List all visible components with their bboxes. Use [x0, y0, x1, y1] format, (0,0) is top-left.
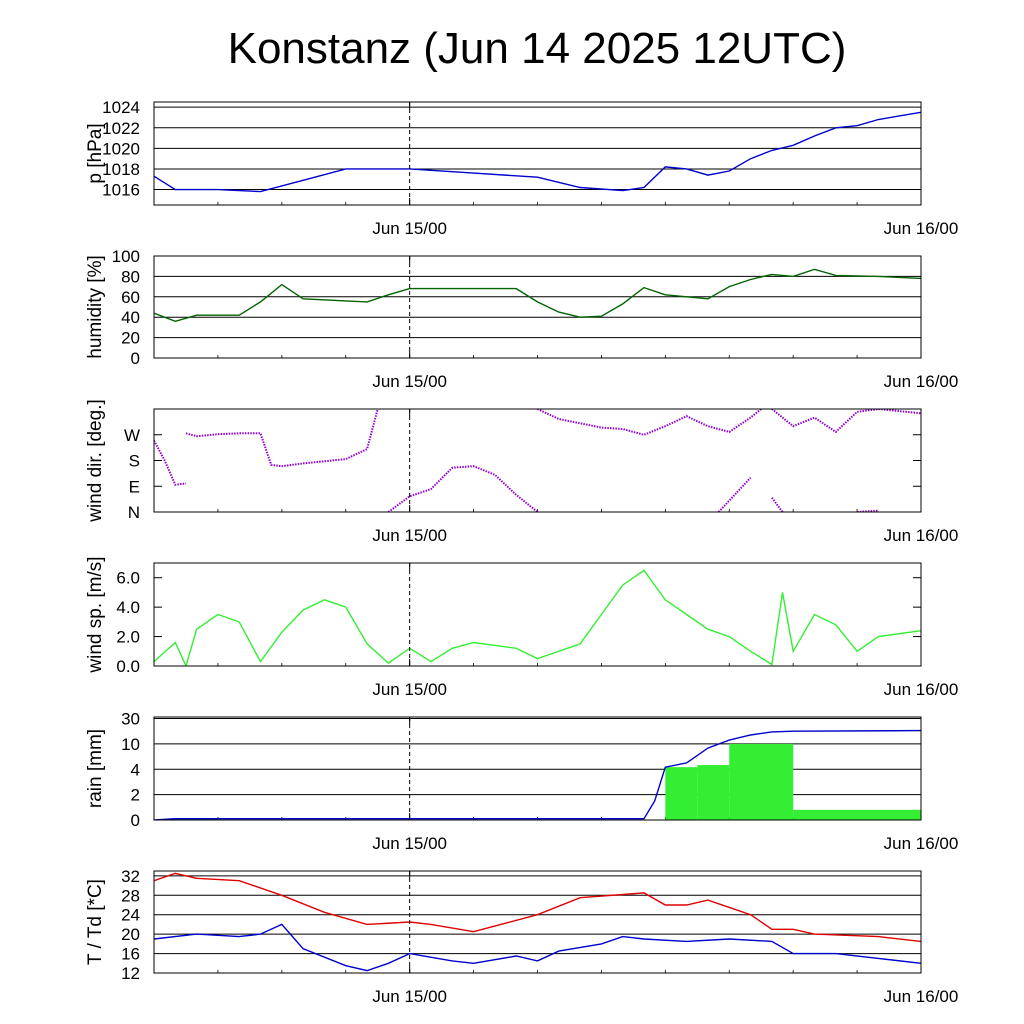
data-layer	[154, 268, 921, 323]
x-tick-label: Jun 16/00	[884, 372, 959, 391]
data-layer	[154, 111, 921, 193]
y-tick-label: 1018	[102, 160, 140, 179]
y-tick-label: 10	[121, 735, 140, 754]
y-tick-label: 40	[121, 308, 140, 327]
y-tick-label: N	[128, 503, 140, 522]
rain-bar	[665, 767, 698, 820]
page-title: Konstanz (Jun 14 2025 12UTC)	[227, 24, 847, 73]
y-axis-label: p [hPa]	[85, 123, 106, 183]
y-tick-label: 20	[121, 925, 140, 944]
y-tick-label: 20	[121, 329, 140, 348]
y-tick-label: 1016	[102, 181, 140, 200]
rain-bar	[729, 743, 794, 820]
y-tick-label: W	[124, 426, 140, 445]
plot-frame	[153, 716, 922, 821]
data-layer	[154, 409, 921, 512]
x-tick-label: Jun 15/00	[372, 987, 447, 1006]
series-temperature	[154, 872, 921, 943]
panel-wind_speed: 0.0 2.0 4.0 6.0 wind sp. [m/s] Jun 15/00 Jun 1…	[85, 556, 958, 699]
x-tick-label: Jun 15/00	[372, 372, 447, 391]
y-tick-label: 1024	[102, 98, 140, 117]
data-layer	[154, 569, 921, 666]
data-layer	[154, 729, 921, 820]
series-wind_speed	[154, 569, 921, 666]
x-tick-label: Jun 15/00	[372, 680, 447, 699]
series-humidity	[154, 268, 921, 323]
plot-frame	[153, 562, 922, 667]
plot-frame	[153, 870, 922, 974]
plot-frame	[153, 255, 922, 359]
series-wind_dir	[717, 477, 752, 512]
y-tick-label: E	[129, 477, 140, 496]
y-tick-label: 4	[131, 760, 140, 779]
panel-rain: 0 2 4 10 30 rain [mm] Jun 15/00 Jun 16/00	[85, 710, 958, 853]
y-tick-label: 2	[131, 786, 140, 805]
y-tick-label: 24	[121, 906, 140, 925]
x-tick-label: Jun 16/00	[884, 526, 959, 545]
series-rain_cumulative	[154, 729, 921, 820]
series-wind_dir	[387, 465, 539, 512]
plot-frame	[153, 101, 922, 206]
y-tick-label: 80	[121, 267, 140, 286]
y-tick-label: 32	[121, 867, 140, 886]
y-tick-label: 30	[121, 710, 140, 729]
y-tick-label: 4.0	[116, 598, 140, 617]
y-tick-label: 6.0	[116, 569, 140, 588]
rain-bar	[697, 765, 730, 820]
y-tick-label: 0.0	[116, 657, 140, 676]
y-tick-label: 1022	[102, 119, 140, 138]
y-axis-label: T / Td [*C]	[85, 879, 106, 965]
y-tick-label: 0	[131, 811, 140, 830]
y-tick-label: 100	[112, 247, 140, 266]
series-wind_dir	[154, 440, 187, 486]
x-tick-label: Jun 15/00	[372, 526, 447, 545]
series-wind_dir	[771, 497, 784, 512]
series-pressure	[154, 111, 921, 193]
plot-frame	[153, 408, 922, 513]
y-axis-label: humidity [%]	[85, 255, 106, 358]
y-tick-label: 2.0	[116, 628, 140, 647]
x-tick-label: Jun 16/00	[884, 219, 959, 238]
y-tick-label: 12	[121, 964, 140, 983]
y-tick-label: 0	[131, 349, 140, 368]
rain-bar	[793, 809, 921, 820]
x-tick-label: Jun 16/00	[884, 834, 959, 853]
x-tick-label: Jun 16/00	[884, 987, 959, 1006]
data-layer	[154, 872, 921, 972]
series-wind_dir	[185, 409, 379, 468]
y-tick-label: 16	[121, 945, 140, 964]
series-wind_dir	[771, 409, 921, 434]
series-dewpoint	[154, 923, 921, 972]
y-axis-label: wind dir. [deg.]	[85, 399, 106, 523]
y-axis-label: rain [mm]	[85, 729, 106, 808]
x-tick-label: Jun 16/00	[884, 680, 959, 699]
x-tick-label: Jun 15/00	[372, 834, 447, 853]
y-tick-label: 1020	[102, 139, 140, 158]
y-tick-label: 60	[121, 288, 140, 307]
y-axis-label: wind sp. [m/s]	[85, 556, 106, 673]
series-wind_dir	[537, 409, 762, 436]
y-tick-label: S	[129, 452, 140, 471]
x-tick-label: Jun 15/00	[372, 219, 447, 238]
y-tick-label: 28	[121, 886, 140, 905]
